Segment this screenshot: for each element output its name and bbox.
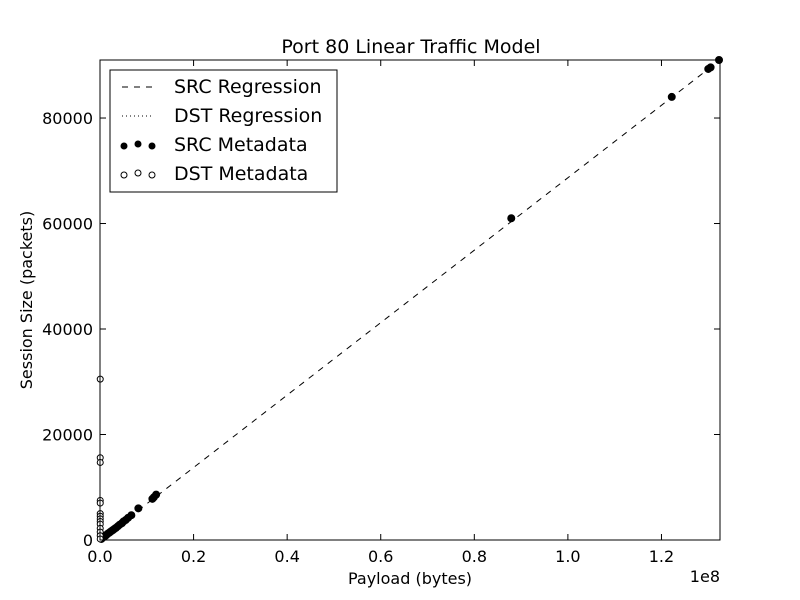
legend-src-marker-1	[120, 142, 128, 150]
legend-dst-marker-3	[148, 171, 156, 179]
axis-ticks: 0.0 0.2 0.4 0.6 0.8 1.0 1.2 0 20000 40000 60000 800…	[42, 60, 720, 566]
src-metadata-point	[706, 63, 715, 72]
y-tick-label: 80000	[42, 109, 93, 128]
legend-src-marker-3	[148, 142, 156, 150]
x-axis-label: Payload (bytes)	[348, 569, 472, 588]
legend-dst-metadata-label: DST Metadata	[174, 163, 308, 185]
src-metadata-point	[152, 490, 161, 499]
x-tick-label: 0.2	[181, 547, 206, 566]
src-metadata-point	[127, 511, 136, 520]
x-tick-label: 0.8	[462, 547, 487, 566]
y-tick-label: 40000	[42, 320, 93, 339]
legend-dst-regression-label: DST Regression	[174, 105, 322, 127]
src-regression-line	[99, 59, 721, 541]
x-tick-label: 0.4	[274, 547, 299, 566]
y-tick-label: 20000	[42, 426, 93, 445]
x-tick-label: 1.2	[649, 547, 674, 566]
legend-dst-marker-1	[120, 171, 128, 179]
legend: SRC Regression DST Regression SRC Metada…	[109, 69, 338, 193]
legend-box	[109, 69, 338, 193]
y-axis-label: Session Size (packets)	[17, 211, 36, 389]
x-tick-label: 1.0	[555, 547, 580, 566]
src-metadata-point	[667, 92, 676, 101]
x-axis-multiplier: 1e8	[690, 567, 720, 586]
x-tick-label: 0.6	[368, 547, 393, 566]
legend-src-regression-label: SRC Regression	[174, 76, 322, 98]
src-metadata-point	[507, 214, 516, 223]
legend-src-marker-2	[134, 140, 142, 148]
plot-frame	[99, 59, 721, 541]
y-tick-label: 0	[83, 531, 93, 550]
x-tick-label: 0.0	[87, 547, 112, 566]
src-metadata-point	[134, 504, 143, 513]
legend-dst-marker-2	[134, 169, 142, 177]
chart-title: Port 80 Linear Traffic Model	[281, 36, 540, 58]
y-tick-label: 60000	[42, 215, 93, 234]
legend-src-metadata-label: SRC Metadata	[174, 134, 308, 156]
